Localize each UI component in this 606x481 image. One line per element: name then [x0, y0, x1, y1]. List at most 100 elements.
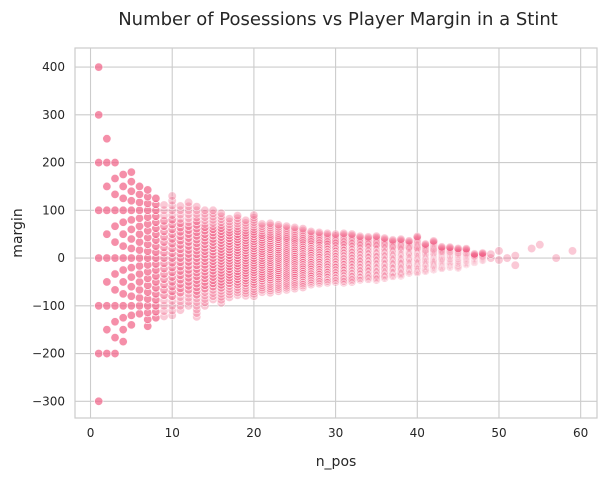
- scatter-point: [135, 269, 145, 279]
- scatter-point: [510, 251, 520, 261]
- scatter-point: [102, 277, 112, 287]
- y-tick-label: 100: [42, 203, 65, 217]
- scatter-point: [126, 310, 136, 320]
- scatter-point: [110, 189, 120, 199]
- points: [94, 62, 577, 406]
- scatter-point: [126, 291, 136, 301]
- scatter-point: [102, 301, 112, 311]
- scatter-point: [94, 205, 104, 215]
- scatter-point: [126, 253, 136, 263]
- scatter-point: [126, 234, 136, 244]
- scatter-point: [118, 241, 128, 251]
- scatter-point: [494, 255, 504, 265]
- scatter-point: [192, 308, 202, 318]
- scatter-point: [306, 227, 316, 237]
- scatter-point: [527, 244, 537, 254]
- scatter-point: [126, 186, 136, 196]
- scatter-point: [453, 244, 463, 254]
- chart-title: Number of Posessions vs Player Margin in…: [118, 9, 558, 30]
- scatter-point: [445, 242, 455, 252]
- scatter-point: [110, 173, 120, 183]
- y-tick-label: 400: [42, 60, 65, 74]
- scatter-point: [371, 231, 381, 241]
- scatter-point: [118, 313, 128, 323]
- scatter-point: [494, 246, 504, 256]
- scatter-point: [298, 224, 308, 234]
- scatter-point: [167, 229, 177, 239]
- scatter-point: [233, 211, 243, 221]
- scatter-point: [94, 301, 104, 311]
- scatter-point: [412, 232, 422, 242]
- scatter-point: [290, 223, 300, 233]
- scatter-point: [118, 265, 128, 275]
- scatter-point: [135, 205, 145, 215]
- scatter-point: [110, 333, 120, 343]
- scatter-point: [102, 158, 112, 168]
- scatter-point: [110, 253, 120, 263]
- scatter-point: [102, 205, 112, 215]
- scatter-point: [94, 110, 104, 120]
- scatter-point: [110, 301, 120, 311]
- scatter-point: [208, 205, 218, 215]
- scatter-point: [135, 213, 145, 223]
- scatter-point: [126, 282, 136, 292]
- y-tick-label: 300: [42, 108, 65, 122]
- x-tick-label: 40: [410, 426, 425, 440]
- x-tick-label: 10: [165, 426, 180, 440]
- scatter-point: [404, 236, 414, 246]
- scatter-point: [200, 297, 210, 307]
- scatter-point: [535, 240, 545, 250]
- scatter-point: [249, 215, 259, 225]
- scatter-point: [118, 289, 128, 299]
- scatter-point: [118, 253, 128, 263]
- scatter-point: [126, 244, 136, 254]
- y-tick-label: −200: [32, 347, 65, 361]
- scatter-point: [135, 277, 145, 287]
- x-tick-label: 30: [328, 426, 343, 440]
- scatter-point: [167, 191, 177, 201]
- x-tick-label: 50: [491, 426, 506, 440]
- scatter-point: [159, 232, 169, 242]
- scatter-point: [216, 211, 226, 221]
- scatter-point: [265, 218, 275, 228]
- scatter-point: [159, 200, 169, 210]
- scatter-point: [135, 301, 145, 311]
- y-tick-label: 200: [42, 156, 65, 170]
- scatter-point: [135, 197, 145, 207]
- scatter-point: [249, 291, 259, 301]
- scatter-point: [167, 196, 177, 206]
- x-tick-label: 20: [246, 426, 261, 440]
- scatter-point: [94, 349, 104, 359]
- scatter-point: [94, 396, 104, 406]
- scatter-point: [339, 228, 349, 238]
- scatter-point: [135, 285, 145, 295]
- scatter-point: [257, 219, 267, 229]
- scatter-point: [110, 349, 120, 359]
- scatter-point: [135, 189, 145, 199]
- scatter-point: [355, 231, 365, 241]
- scatter-point: [102, 325, 112, 335]
- y-tick-label: −100: [32, 299, 65, 313]
- scatter-point: [110, 221, 120, 231]
- scatter-point: [224, 214, 234, 224]
- scatter-point: [347, 229, 357, 239]
- scatter-point: [118, 170, 128, 180]
- y-tick-label: −300: [32, 394, 65, 408]
- scatter-point: [200, 205, 210, 215]
- scatter-point: [110, 237, 120, 247]
- scatter-point: [388, 235, 398, 245]
- scatter-point: [118, 193, 128, 203]
- scatter-point: [126, 196, 136, 206]
- scatter-point: [110, 285, 120, 295]
- x-tick-label: 0: [87, 426, 95, 440]
- scatter-point: [118, 337, 128, 347]
- scatter-point: [102, 134, 112, 144]
- scatter-point: [167, 310, 177, 320]
- scatter-point: [126, 320, 136, 330]
- scatter-point: [363, 232, 373, 242]
- scatter-point: [110, 317, 120, 327]
- scatter-point: [110, 269, 120, 279]
- scatter-point: [478, 248, 488, 258]
- scatter-point: [241, 215, 251, 225]
- scatter-point: [126, 177, 136, 187]
